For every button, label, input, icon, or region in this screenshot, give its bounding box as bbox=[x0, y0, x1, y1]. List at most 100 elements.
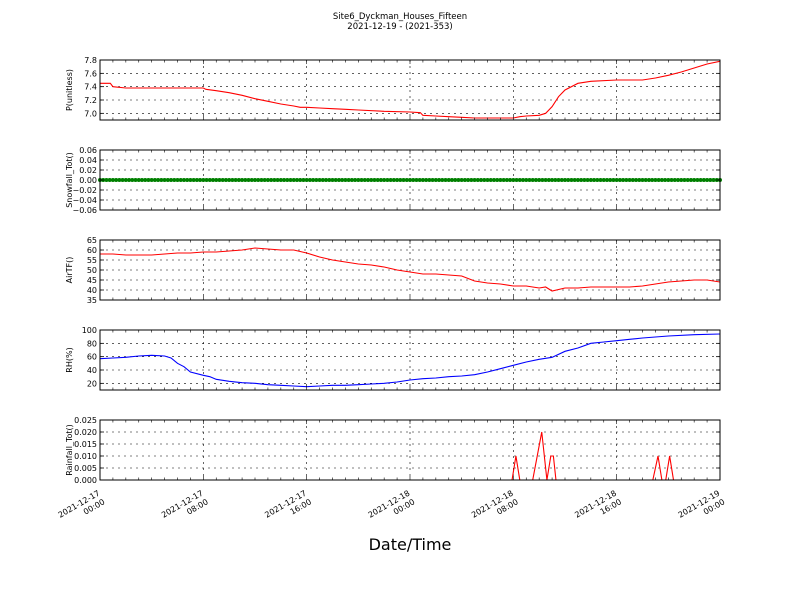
scatter-point bbox=[550, 178, 555, 182]
y-tick-label: 7.2 bbox=[84, 96, 97, 105]
scatter-point bbox=[466, 178, 471, 182]
scatter-point bbox=[227, 178, 232, 182]
scatter-point bbox=[411, 178, 416, 182]
scatter-point bbox=[278, 178, 283, 182]
scatter-point bbox=[637, 178, 642, 182]
scatter-point bbox=[243, 178, 248, 182]
scatter-point bbox=[511, 178, 516, 182]
scatter-point bbox=[685, 178, 690, 182]
scatter-point bbox=[152, 178, 157, 182]
scatter-point bbox=[679, 178, 684, 182]
panels: 7.0 7.2 7.4 7.6 7.8 P(unitless) −0.06−0.04−0.0… bbox=[65, 56, 722, 485]
scatter-point bbox=[340, 178, 345, 182]
scatter-point bbox=[269, 178, 274, 182]
scatter-point bbox=[191, 178, 196, 182]
scatter-point bbox=[346, 178, 351, 182]
y-tick-label: 45 bbox=[87, 276, 97, 285]
scatter-point bbox=[424, 178, 429, 182]
scatter-point bbox=[437, 178, 442, 182]
scatter-point bbox=[698, 178, 703, 182]
scatter-point bbox=[659, 178, 664, 182]
scatter-point bbox=[304, 178, 309, 182]
scatter-point bbox=[282, 178, 287, 182]
series-line bbox=[100, 333, 720, 388]
scatter-point bbox=[695, 178, 700, 182]
scatter-point bbox=[301, 178, 306, 182]
y-tick-label: 0.06 bbox=[79, 146, 97, 155]
panel-1: −0.06−0.04−0.020.000.020.040.06 Snowfall_… bbox=[65, 146, 722, 215]
scatter-point bbox=[617, 178, 622, 182]
scatter-point bbox=[207, 178, 212, 182]
scatter-point bbox=[588, 178, 593, 182]
scatter-point bbox=[127, 178, 132, 182]
scatter-point bbox=[408, 178, 412, 182]
scatter-point bbox=[592, 178, 597, 182]
scatter-point bbox=[298, 178, 303, 182]
scatter-point bbox=[504, 178, 509, 182]
scatter-point bbox=[324, 178, 329, 182]
scatter-point bbox=[475, 178, 480, 182]
scatter-point bbox=[669, 178, 674, 182]
scatter-point bbox=[559, 178, 564, 182]
scatter-point bbox=[446, 178, 451, 182]
y-tick-label: 40 bbox=[87, 366, 97, 375]
chart-subtitle: 2021-12-19 - (2021-353) bbox=[347, 22, 452, 32]
scatter-point bbox=[456, 178, 461, 182]
scatter-point bbox=[608, 178, 613, 182]
scatter-point bbox=[521, 178, 526, 182]
scatter-point bbox=[579, 178, 584, 182]
y-tick-label: 60 bbox=[87, 246, 97, 255]
series-line bbox=[100, 431, 720, 480]
y-tick-label: 0.015 bbox=[74, 440, 97, 449]
y-tick-label: 35 bbox=[87, 296, 97, 305]
scatter-point bbox=[705, 178, 710, 182]
scatter-point bbox=[630, 178, 635, 182]
scatter-point bbox=[524, 178, 529, 182]
scatter-point bbox=[372, 178, 377, 182]
scatter-point bbox=[366, 178, 371, 182]
scatter-point bbox=[604, 178, 609, 182]
scatter-point bbox=[614, 178, 619, 182]
scatter-point bbox=[320, 178, 325, 182]
y-tick-label: 0.000 bbox=[74, 476, 97, 485]
y-axis-label: Snowfall_Tot() bbox=[65, 152, 74, 208]
y-tick-label: 7.0 bbox=[84, 109, 97, 118]
scatter-point bbox=[317, 178, 322, 182]
scatter-point bbox=[488, 178, 493, 182]
scatter-point bbox=[130, 178, 135, 182]
scatter-point bbox=[307, 178, 312, 182]
scatter-point bbox=[501, 178, 506, 182]
scatter-point bbox=[172, 178, 177, 182]
scatter-point bbox=[240, 178, 245, 182]
scatter-point bbox=[188, 178, 193, 182]
scatter-point bbox=[133, 178, 138, 182]
scatter-point bbox=[149, 178, 154, 182]
scatter-point bbox=[398, 178, 403, 182]
scatter-point bbox=[401, 178, 406, 182]
scatter-point bbox=[214, 178, 219, 182]
scatter-point bbox=[537, 178, 542, 182]
y-tick-label: 0.005 bbox=[74, 464, 97, 473]
y-tick-label: 7.4 bbox=[84, 83, 97, 92]
chart-title: Site6_Dyckman_Houses_Fifteen bbox=[333, 12, 467, 22]
y-tick-label: 65 bbox=[87, 236, 97, 245]
scatter-point bbox=[181, 178, 186, 182]
scatter-point bbox=[595, 178, 600, 182]
scatter-point bbox=[663, 178, 668, 182]
y-tick-label: 50 bbox=[87, 266, 97, 275]
scatter-point bbox=[211, 178, 216, 182]
scatter-point bbox=[514, 178, 519, 182]
scatter-point bbox=[388, 178, 393, 182]
scatter-point bbox=[404, 178, 409, 182]
scatter-point bbox=[159, 178, 164, 182]
scatter-point bbox=[233, 178, 238, 182]
scatter-point bbox=[336, 178, 341, 182]
scatter-point bbox=[495, 178, 500, 182]
scatter-point bbox=[585, 178, 590, 182]
scatter-point bbox=[236, 178, 241, 182]
